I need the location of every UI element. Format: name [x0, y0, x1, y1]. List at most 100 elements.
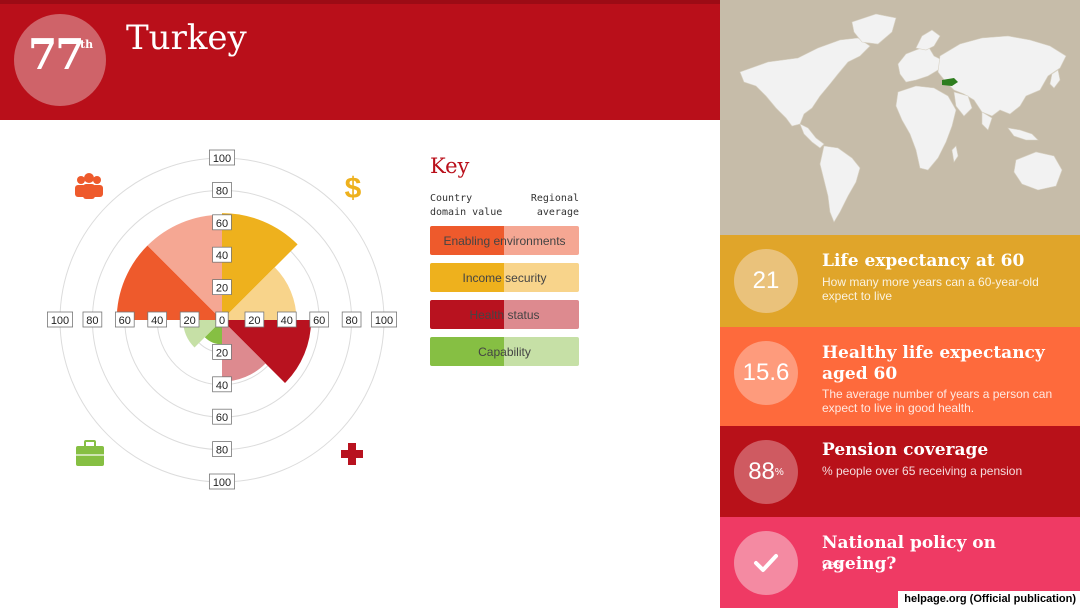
tick-label-left-box	[147, 311, 168, 328]
rank-suffix: th	[80, 38, 94, 51]
tick-label-up: 20	[216, 283, 228, 295]
tick-label-center: 0	[219, 315, 225, 327]
key-item-label: Health status	[469, 307, 540, 322]
stat-description: The average number of years a person can…	[822, 387, 1053, 415]
key-col-country-line1: Country	[430, 193, 473, 204]
tick-label-right: 20	[248, 315, 260, 327]
country-name: Turkey	[126, 18, 247, 58]
key-col-country-line2: domain value	[430, 207, 503, 218]
key-item-label: Capability	[478, 344, 531, 359]
stat-title: Life expectancy at 60	[822, 251, 1025, 271]
tick-label-right: 60	[313, 315, 325, 327]
world-map	[720, 0, 1080, 235]
country-header: 77 th Turkey	[0, 0, 720, 120]
stat-value-circle: 15.6	[734, 341, 798, 405]
key-item-label: Enabling environments	[443, 233, 566, 248]
tick-label-left-box	[82, 311, 103, 328]
tick-label-center-box	[215, 311, 229, 328]
tick-label-up: 60	[216, 218, 228, 230]
tick-label-down-box	[212, 408, 232, 425]
slice-enabling-regional	[147, 214, 222, 320]
tick-label-left-box	[47, 311, 74, 328]
stat-pension-coverage: 88% Pension coverage % people over 65 re…	[720, 426, 1080, 517]
slice-health-regional	[222, 320, 266, 382]
stat-title: Pension coverage	[822, 440, 989, 460]
tick-label-up-box	[212, 214, 232, 231]
stat-description: % people over 65 receiving a pension	[822, 464, 1023, 478]
source-credit: helpage.org (Official publication)	[898, 591, 1080, 608]
key-col-regional-line1: Regional	[530, 193, 579, 204]
tick-label-up-box	[212, 279, 232, 296]
tick-label-left: 100	[51, 315, 69, 327]
tick-label-up-box	[208, 149, 235, 166]
stat-title: National policy on ageing?	[822, 533, 996, 574]
stat-value-circle: 88%	[734, 440, 798, 504]
tick-label-left: 40	[151, 315, 163, 327]
stat-life-expectancy: 21 Life expectancy at 60 How many more y…	[720, 235, 1080, 327]
slice-health-country	[222, 320, 312, 383]
tick-label-right-box	[244, 311, 265, 328]
stat-healthy-life-expectancy: 15.6 Healthy life expectancy aged 60 The…	[720, 327, 1080, 426]
key-title: Key	[430, 154, 470, 178]
tick-label-down-box	[212, 441, 232, 458]
tick-label-down-box	[212, 376, 232, 393]
rank-number: 77	[28, 30, 84, 79]
key-item-capability: Capability	[430, 337, 579, 366]
tick-label-down: 40	[216, 380, 228, 392]
continents	[739, 13, 1067, 223]
key-item-income: Income security	[430, 263, 579, 292]
stat-value: 15.6	[742, 359, 790, 386]
tick-label-down-box	[208, 473, 235, 490]
tick-label-down: 20	[216, 347, 228, 359]
turkey-highlight	[942, 78, 958, 86]
tick-label-right-box	[276, 311, 297, 328]
tick-label-right: 40	[281, 315, 293, 327]
stat-value-circle: 21	[734, 249, 798, 313]
tick-label-up: 40	[216, 250, 228, 262]
stat-value: 21	[752, 267, 780, 294]
chart-axis-ticks: 0 20 20 20 20 40 40 40 40 60 60 60 60 80 80 80 80 100 100 1…	[47, 149, 397, 490]
tick-label-right: 100	[375, 315, 393, 327]
slice-income-regional	[222, 267, 297, 320]
tick-label-down: 80	[216, 445, 228, 457]
tick-label-up: 100	[213, 153, 231, 165]
tick-label-left: 80	[86, 315, 98, 327]
stat-title: Healthy life expectancy aged 60	[822, 343, 1045, 384]
slice-income-country	[222, 213, 298, 320]
tick-label-up-box	[212, 182, 232, 198]
tick-label-up-box	[212, 246, 232, 263]
tick-label-left: 60	[119, 315, 131, 327]
people-icon	[75, 173, 103, 199]
key-item-label: Income security	[462, 270, 547, 285]
chart-slices	[116, 213, 312, 383]
rank-badge	[14, 14, 106, 106]
stat-description: yes	[822, 557, 841, 571]
tick-label-left-box	[115, 311, 135, 328]
tick-label-right-box	[309, 311, 329, 328]
tick-label-down-box	[212, 343, 232, 360]
key-item-health: Health status	[430, 300, 579, 329]
slice-enabling-country	[116, 245, 222, 320]
tick-label-up: 80	[216, 185, 228, 197]
stat-value: 88	[748, 458, 775, 485]
stat-value-unit: %	[774, 466, 784, 478]
stat-value-circle	[734, 531, 798, 595]
domain-rose-chart: 0 20 20 20 20 40 40 40 40 60 60 60 60 80 80 80 80 100 100 1…	[47, 149, 397, 490]
briefcase-icon	[76, 440, 104, 466]
key-item-enabling: Enabling environments	[430, 226, 579, 255]
tick-label-down: 100	[213, 477, 231, 489]
checkmark-icon	[754, 554, 778, 572]
key-col-regional-line2: average	[536, 207, 579, 218]
tick-label-left: 20	[183, 315, 195, 327]
key-col-country: Country domain value	[430, 192, 502, 220]
tick-label-down: 60	[216, 412, 228, 424]
medical-cross-icon	[341, 443, 363, 465]
tick-label-left-box	[179, 311, 200, 328]
key-col-regional: Regional average	[500, 192, 579, 220]
dollar-icon: $	[345, 172, 362, 205]
stat-description: How many more years can a 60-year-old ex…	[822, 275, 1039, 303]
header-top-stripe	[0, 0, 720, 4]
tick-label-right: 80	[345, 315, 357, 327]
tick-label-right-box	[341, 311, 362, 328]
tick-label-right-box	[370, 311, 397, 328]
